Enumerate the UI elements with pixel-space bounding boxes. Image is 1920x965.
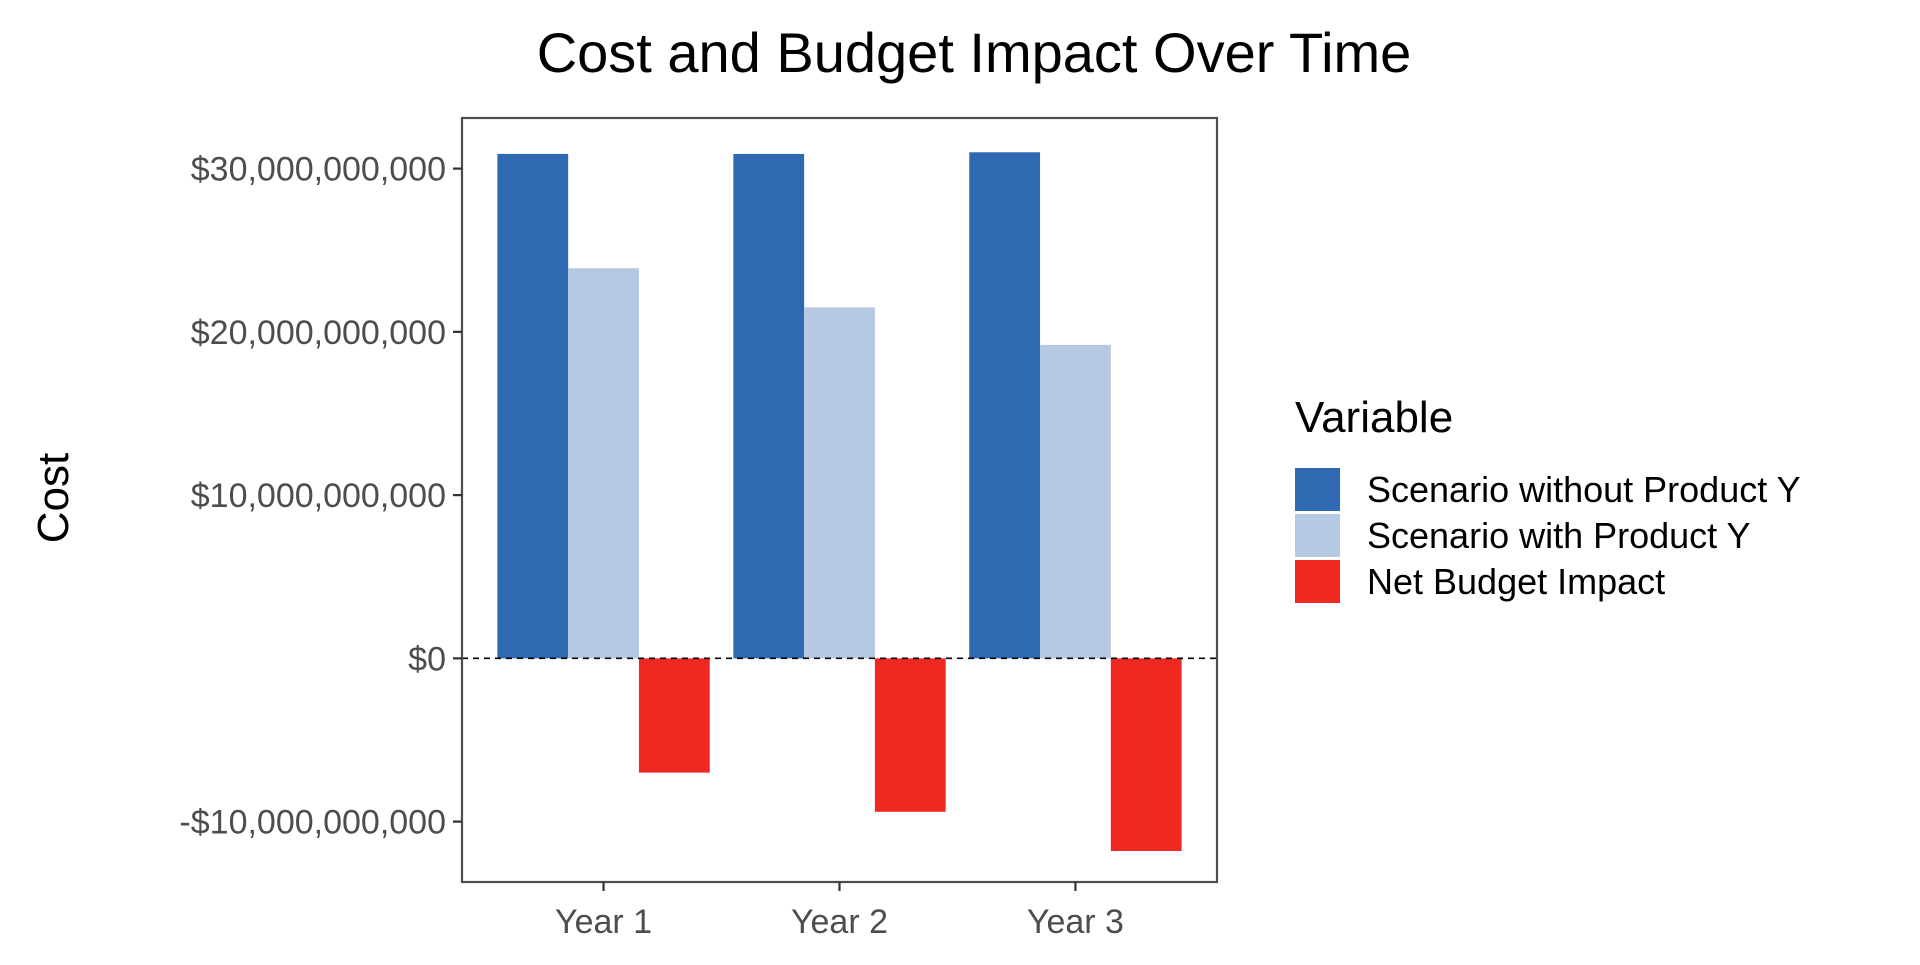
bar-net-budget-impact-year-2 <box>874 658 946 812</box>
bar-scenario-with-product-y-year-3 <box>1040 344 1111 659</box>
x-tick-label: Year 1 <box>555 903 652 941</box>
bar-net-budget-impact-year-1 <box>638 658 710 773</box>
plot-area: -$10,000,000,000 $0 $10,000,000,000 $20,000… <box>179 116 1219 941</box>
legend-label: Net Budget Impact <box>1367 561 1665 602</box>
chart-title: Cost and Budget Impact Over Time <box>537 21 1412 84</box>
x-tick-label: Year 3 <box>1027 903 1124 941</box>
bar-scenario-without-product-y-year-1 <box>497 153 569 659</box>
y-axis-title: Cost <box>29 453 78 543</box>
legend-key <box>1295 560 1340 603</box>
bar-net-budget-impact-year-3 <box>1110 658 1182 851</box>
y-tick-label: $30,000,000,000 <box>191 151 446 189</box>
bar-scenario-with-product-y-year-2 <box>804 307 875 659</box>
y-tick-label: $20,000,000,000 <box>191 314 446 352</box>
y-tick-label: $0 <box>408 640 446 678</box>
legend: Variable Scenario without Product Y Scena… <box>1295 393 1801 603</box>
legend-key <box>1295 514 1340 557</box>
bar-scenario-with-product-y-year-1 <box>568 268 639 659</box>
y-tick-label: -$10,000,000,000 <box>179 804 446 842</box>
legend-label: Scenario with Product Y <box>1367 515 1751 556</box>
legend-title: Variable <box>1295 393 1453 442</box>
bar-scenario-without-product-y-year-3 <box>969 152 1041 659</box>
x-tick-label: Year 2 <box>791 903 888 941</box>
bar-scenario-without-product-y-year-2 <box>733 153 805 659</box>
legend-label: Scenario without Product Y <box>1367 469 1801 510</box>
legend-key <box>1295 468 1340 511</box>
y-tick-label: $10,000,000,000 <box>191 477 446 515</box>
